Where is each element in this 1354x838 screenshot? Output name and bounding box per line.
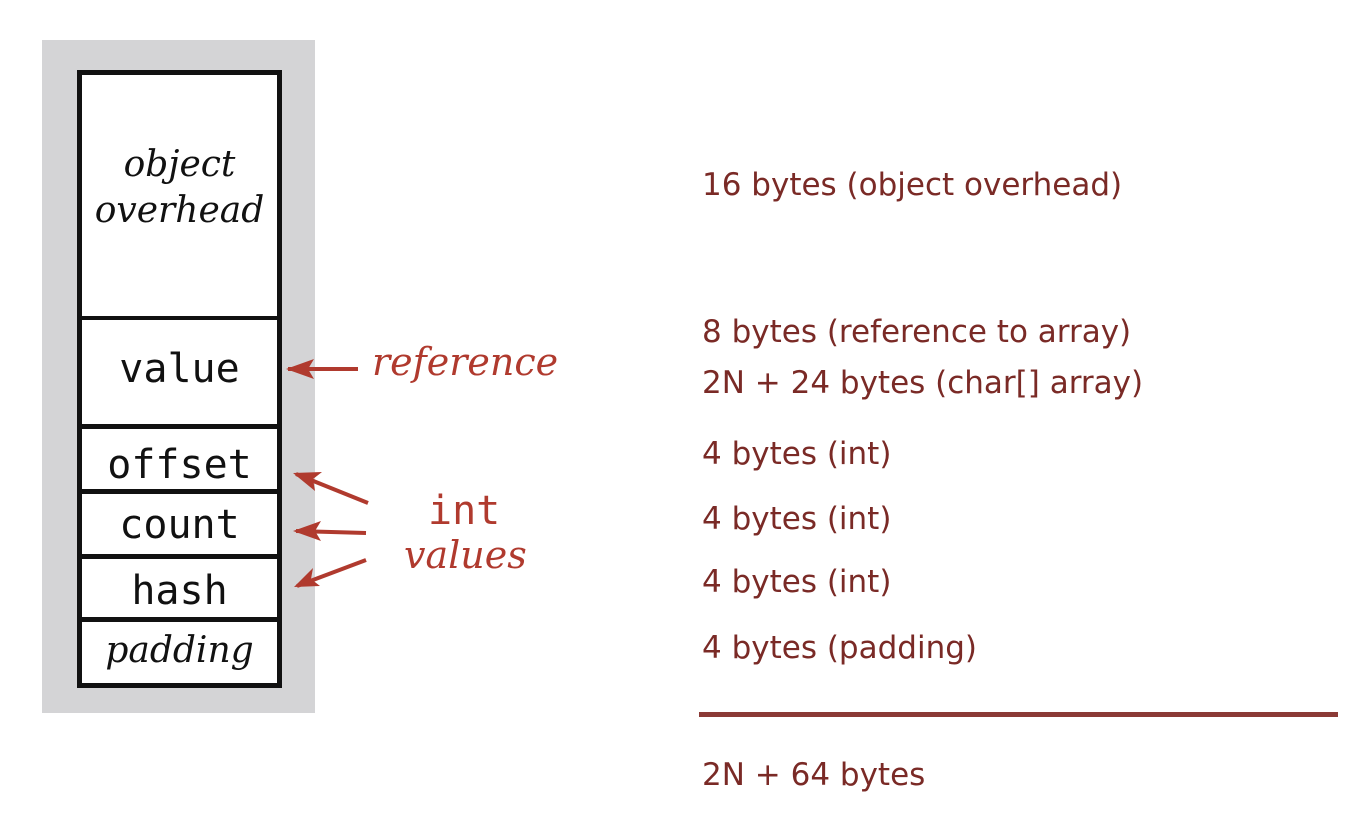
- field-value: value: [119, 346, 240, 392]
- overhead-label-line1: object: [123, 144, 236, 185]
- box-border-left: [77, 70, 82, 688]
- reference-annotation: reference: [372, 340, 559, 384]
- hash-arrowhead: [294, 568, 320, 587]
- size-total: 2N + 64 bytes: [702, 757, 926, 793]
- box-border-top: [77, 70, 282, 75]
- size-padding: 4 bytes (padding): [702, 630, 977, 666]
- size-int-offset: 4 bytes (int): [702, 436, 892, 472]
- string-object-box: [77, 70, 282, 688]
- divider-offset-count: [77, 489, 282, 494]
- field-padding: padding: [105, 630, 254, 671]
- object-overhead-label: object overhead: [77, 142, 282, 234]
- int-annotation-code: int: [428, 488, 501, 534]
- int-annotation-text: values: [404, 533, 527, 577]
- size-char-array: 2N + 24 bytes (char[] array): [702, 365, 1144, 401]
- divider-count-hash: [77, 554, 282, 559]
- box-border-right: [277, 70, 282, 688]
- reference-arrowhead: [286, 359, 314, 379]
- overhead-label-line2: overhead: [94, 190, 265, 231]
- divider-hash-padding: [77, 617, 282, 622]
- divider-overhead-value: [77, 316, 282, 320]
- size-int-hash: 4 bytes (int): [702, 564, 892, 600]
- offset-arrowhead: [293, 472, 322, 491]
- field-count: count: [119, 502, 240, 548]
- field-hash: hash: [131, 568, 228, 614]
- size-int-count: 4 bytes (int): [702, 501, 892, 537]
- size-reference: 8 bytes (reference to array): [702, 314, 1132, 350]
- size-overhead: 16 bytes (object overhead): [702, 167, 1123, 203]
- divider-value-offset: [77, 424, 282, 429]
- count-arrowhead: [293, 521, 321, 541]
- box-border-bottom: [77, 683, 282, 688]
- total-separator-line: [699, 712, 1338, 717]
- field-offset: offset: [107, 442, 252, 488]
